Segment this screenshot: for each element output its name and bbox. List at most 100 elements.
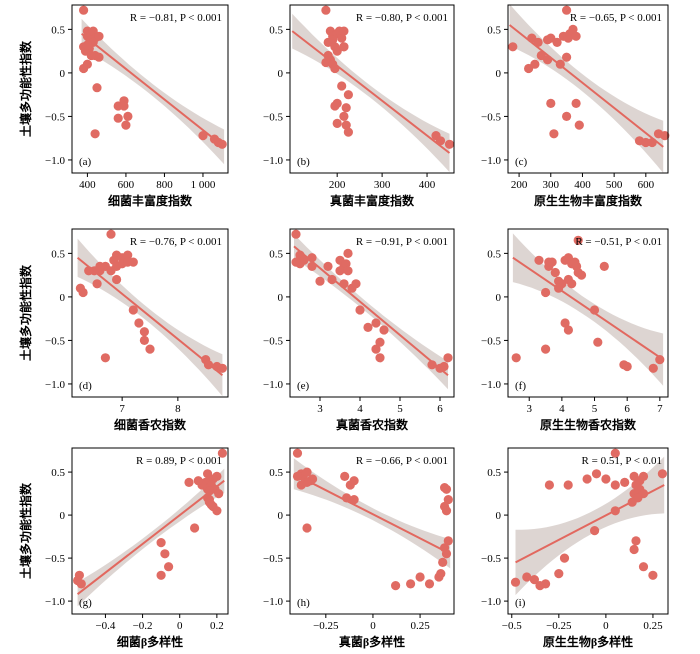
x-tick-label: 1 000 xyxy=(191,179,216,191)
data-point xyxy=(355,305,365,315)
data-point xyxy=(119,101,129,111)
axes-frame xyxy=(289,4,455,174)
data-point xyxy=(443,353,453,363)
y-tick-label: −1.0 xyxy=(263,379,283,391)
axes-frame xyxy=(289,228,455,398)
data-point xyxy=(582,474,592,484)
x-axis-label: 真菌β多样性 xyxy=(339,634,405,649)
y-tick-label: 0 xyxy=(496,68,502,80)
chart-panel: 3 4 5 6 −1.0 −0.5 0 0.5 真菌香农指数 (e) R = −0.91, P < … xyxy=(263,228,455,432)
y-tick-label: 0.5 xyxy=(269,248,283,260)
x-tick-label: 400 xyxy=(79,179,96,191)
x-tick-label: 600 xyxy=(118,179,135,191)
y-tick-label: 0.5 xyxy=(487,248,501,260)
chart-panel: −0.4 −0.2 0 0.2 −1.0 −0.5 0 0.5 细菌β多样性 土壤多功能性指数 (g… xyxy=(18,447,229,649)
y-tick-label: −1.0 xyxy=(481,596,501,608)
data-point xyxy=(610,448,620,458)
data-point xyxy=(660,131,670,141)
x-axis-label: 原生生物丰富度指数 xyxy=(534,193,643,208)
x-tick-label: 0 xyxy=(370,620,376,632)
data-point xyxy=(560,318,570,328)
data-point xyxy=(593,337,603,347)
axes-frame xyxy=(507,447,669,615)
panel-label: (e) xyxy=(297,380,310,392)
y-tick-label: 0.5 xyxy=(51,248,65,260)
data-point xyxy=(323,50,333,61)
data-point xyxy=(444,139,455,149)
x-axis-label: 细菌香农指数 xyxy=(114,417,187,432)
y-tick-label: 0 xyxy=(278,510,284,522)
data-point xyxy=(435,136,446,146)
regression-line xyxy=(81,32,225,148)
data-point xyxy=(620,477,630,487)
data-point xyxy=(190,523,200,533)
data-point xyxy=(217,139,227,149)
y-tick-label: −1.0 xyxy=(45,596,65,608)
data-point xyxy=(139,335,149,345)
data-point xyxy=(371,344,381,354)
data-point xyxy=(214,489,224,499)
data-point xyxy=(343,248,353,258)
y-tick-label: 0 xyxy=(496,510,502,522)
data-point xyxy=(327,274,337,285)
y-tick-label: −0.5 xyxy=(45,335,65,347)
correlation-annotation: R = −0.66, P < 0.001 xyxy=(356,455,448,467)
data-point xyxy=(145,344,155,354)
y-tick-label: 0 xyxy=(60,292,66,304)
data-point xyxy=(657,469,668,479)
x-tick-label: −0.2 xyxy=(133,620,153,632)
x-tick-label: 400 xyxy=(574,179,591,191)
data-point xyxy=(342,493,352,503)
data-point xyxy=(424,579,435,589)
data-point xyxy=(627,497,637,507)
data-point xyxy=(562,52,572,62)
y-tick-label: −0.5 xyxy=(263,111,283,123)
data-point xyxy=(160,549,170,559)
data-point xyxy=(75,283,85,293)
x-tick-label: 300 xyxy=(374,179,391,191)
data-point xyxy=(328,35,338,45)
data-point xyxy=(292,448,303,458)
data-point xyxy=(610,480,620,490)
panel-label: (b) xyxy=(297,156,310,168)
y-tick-label: 0.5 xyxy=(487,24,501,36)
data-point xyxy=(323,261,333,271)
data-point xyxy=(341,259,351,269)
data-point xyxy=(95,261,105,271)
y-tick-label: 0 xyxy=(278,292,284,304)
x-tick-label: 6 xyxy=(624,403,630,415)
data-point xyxy=(438,557,448,568)
data-point xyxy=(337,81,347,91)
x-tick-label: 7 xyxy=(657,403,663,415)
data-point xyxy=(164,562,174,572)
data-point xyxy=(589,305,600,315)
data-point xyxy=(406,579,416,589)
data-point xyxy=(106,266,116,276)
data-point xyxy=(139,327,149,337)
data-point xyxy=(79,63,89,74)
data-point xyxy=(559,553,570,563)
data-point xyxy=(591,469,602,479)
data-point xyxy=(534,255,544,265)
confidence-band xyxy=(509,4,664,173)
data-point xyxy=(443,495,453,505)
data-point xyxy=(184,477,194,487)
y-tick-label: 0.5 xyxy=(487,467,501,479)
x-tick-label: 7 xyxy=(119,403,125,415)
x-tick-label: 0.25 xyxy=(643,620,663,632)
y-tick-label: −1.0 xyxy=(481,155,501,167)
data-point xyxy=(552,37,562,48)
data-point xyxy=(443,536,453,546)
regression-line xyxy=(293,472,451,555)
data-point xyxy=(590,526,600,536)
data-point xyxy=(341,103,351,113)
x-tick-label: 0.2 xyxy=(210,620,224,632)
data-point xyxy=(541,344,551,354)
x-tick-label: 200 xyxy=(511,179,528,191)
data-point xyxy=(156,570,166,580)
data-point xyxy=(343,90,353,100)
y-tick-label: 0.5 xyxy=(269,467,283,479)
chart-panel: 200 300 400 −1.0 −0.5 0 0.5 真菌丰富度指数 (b) R = −0.80… xyxy=(263,4,455,208)
y-tick-label: 0 xyxy=(278,68,284,80)
